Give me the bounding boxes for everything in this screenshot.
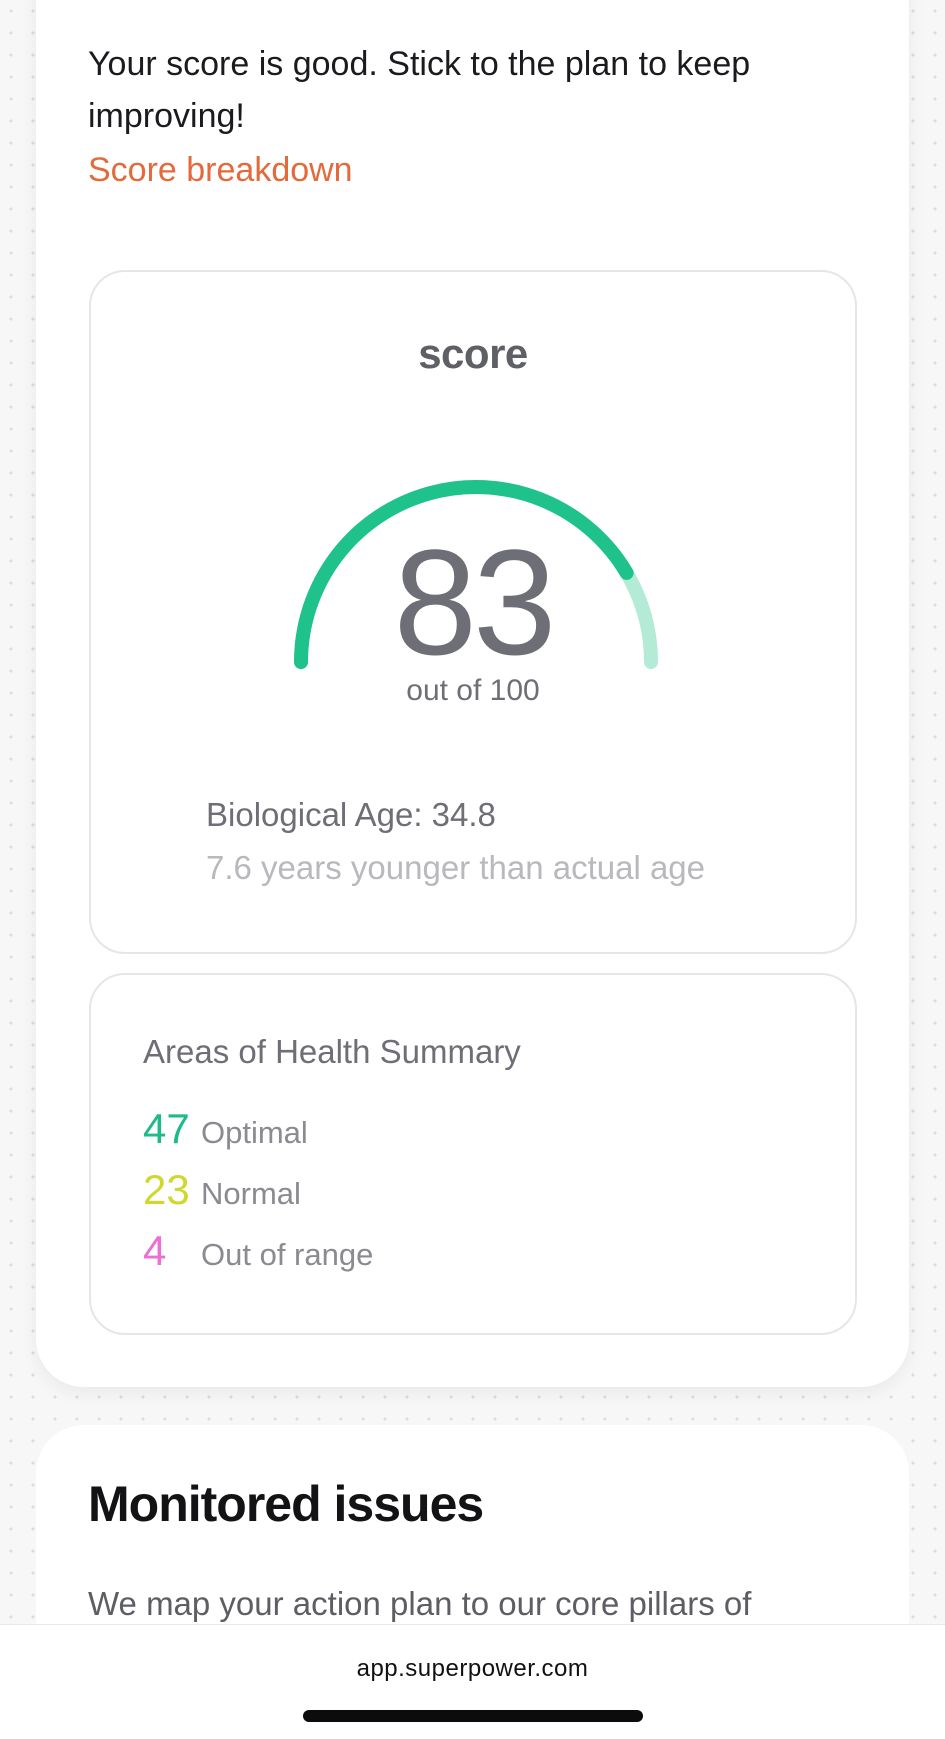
url-text[interactable]: app.superpower.com [356,1655,589,1682]
score-gauge [294,480,658,669]
optimal-count: 47 [143,1105,190,1152]
summary-row-normal: 23 Normal [143,1166,301,1216]
score-breakdown-link[interactable]: Score breakdown [88,151,353,189]
summary-row-optimal: 47 Optimal [143,1105,308,1155]
home-indicator[interactable] [303,1710,643,1722]
biological-age: Biological Age: 34.8 [206,796,496,833]
monitored-issues-title: Monitored issues [88,1476,484,1532]
gauge-progress [294,480,634,669]
browser-address-bar[interactable]: app.superpower.com [0,1624,945,1739]
normal-count: 23 [143,1166,190,1213]
normal-label: Normal [201,1176,301,1211]
score-out-of: out of 100 [406,674,540,707]
score-card: score 83 out of 100 Biological Age: 34.8… [89,270,857,954]
score-intro-text: Your score is good. Stick to the plan to… [88,45,751,135]
summary-row-out-of-range: 4 Out of range [143,1227,373,1277]
score-value: 83 [393,518,557,686]
optimal-label: Optimal [201,1115,308,1150]
age-difference: 7.6 years younger than actual age [206,849,706,886]
out-of-range-label: Out of range [201,1237,374,1272]
score-title: score [418,330,528,377]
health-summary-card: Areas of Health Summary 47 Optimal 23 No… [89,973,857,1335]
monitored-issues-description: We map your action plan to our core pill… [88,1585,752,1622]
out-of-range-count: 4 [143,1227,167,1274]
summary-title: Areas of Health Summary [143,1033,521,1070]
